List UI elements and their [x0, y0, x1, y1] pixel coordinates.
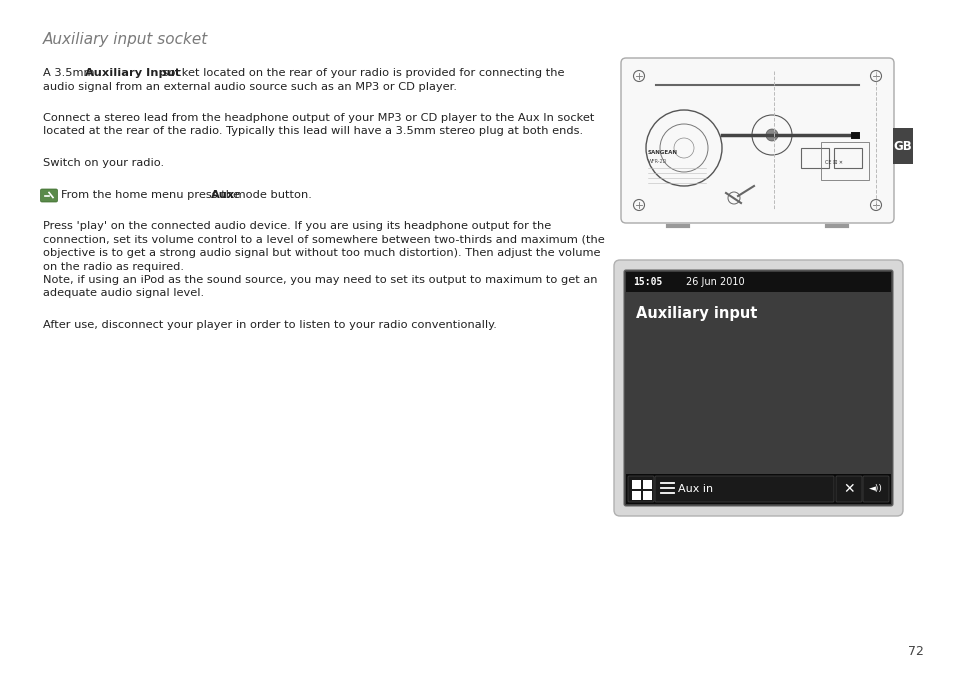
- Text: Aux in: Aux in: [678, 484, 713, 494]
- Bar: [642, 491, 651, 500]
- Text: mode button.: mode button.: [231, 190, 312, 199]
- FancyBboxPatch shape: [40, 189, 57, 202]
- Text: Note, if using an iPod as the sound source, you may need to set its output to ma: Note, if using an iPod as the sound sour…: [43, 275, 597, 285]
- Text: WFR-2D: WFR-2D: [647, 159, 667, 164]
- Bar: [892, 128, 912, 164]
- Bar: [642, 480, 651, 489]
- Text: Switch on your radio.: Switch on your radio.: [43, 158, 164, 168]
- Text: From the home menu press the: From the home menu press the: [61, 190, 243, 199]
- Text: socket located on the rear of your radio is provided for connecting the: socket located on the rear of your radio…: [159, 68, 564, 78]
- Text: A 3.5mm: A 3.5mm: [43, 68, 98, 78]
- Text: Press 'play' on the connected audio device. If you are using its headphone outpu: Press 'play' on the connected audio devi…: [43, 221, 551, 231]
- Text: adequate audio signal level.: adequate audio signal level.: [43, 289, 204, 299]
- Text: CE ☒ ✕: CE ☒ ✕: [824, 160, 842, 165]
- FancyBboxPatch shape: [835, 476, 862, 502]
- FancyBboxPatch shape: [627, 476, 654, 502]
- Text: Auxiliary input: Auxiliary input: [636, 306, 757, 321]
- Bar: [821, 142, 868, 180]
- Bar: [625, 474, 890, 504]
- Text: Connect a stereo lead from the headphone output of your MP3 or CD player to the : Connect a stereo lead from the headphone…: [43, 113, 594, 123]
- Bar: [625, 272, 890, 292]
- Text: connection, set its volume control to a level of somewhere between two-thirds an: connection, set its volume control to a …: [43, 234, 604, 244]
- FancyBboxPatch shape: [620, 58, 893, 223]
- Bar: [833, 148, 862, 168]
- Text: 72: 72: [907, 645, 923, 658]
- Text: ✕: ✕: [842, 482, 854, 496]
- Text: on the radio as required.: on the radio as required.: [43, 262, 184, 271]
- Text: ◄)): ◄)): [868, 485, 882, 493]
- FancyBboxPatch shape: [614, 260, 902, 516]
- Bar: [631, 480, 640, 489]
- Text: 26 Jun 2010: 26 Jun 2010: [685, 277, 744, 287]
- Text: located at the rear of the radio. Typically this lead will have a 3.5mm stereo p: located at the rear of the radio. Typica…: [43, 127, 582, 137]
- Text: SANGEAN: SANGEAN: [647, 150, 678, 155]
- Text: Aux: Aux: [211, 190, 235, 199]
- Bar: [631, 491, 640, 500]
- Text: objective is to get a strong audio signal but without too much distortion). Then: objective is to get a strong audio signa…: [43, 248, 599, 258]
- FancyBboxPatch shape: [655, 476, 833, 502]
- Text: Auxiliary Input: Auxiliary Input: [85, 68, 180, 78]
- Text: Auxiliary input socket: Auxiliary input socket: [43, 32, 208, 47]
- FancyBboxPatch shape: [623, 270, 892, 506]
- Text: 15:05: 15:05: [633, 277, 661, 287]
- Text: After use, disconnect your player in order to listen to your radio conventionall: After use, disconnect your player in ord…: [43, 320, 497, 330]
- Circle shape: [765, 129, 778, 141]
- Bar: [801, 148, 828, 168]
- Text: GB: GB: [893, 139, 911, 153]
- Text: audio signal from an external audio source such as an MP3 or CD player.: audio signal from an external audio sour…: [43, 81, 456, 92]
- FancyBboxPatch shape: [862, 476, 888, 502]
